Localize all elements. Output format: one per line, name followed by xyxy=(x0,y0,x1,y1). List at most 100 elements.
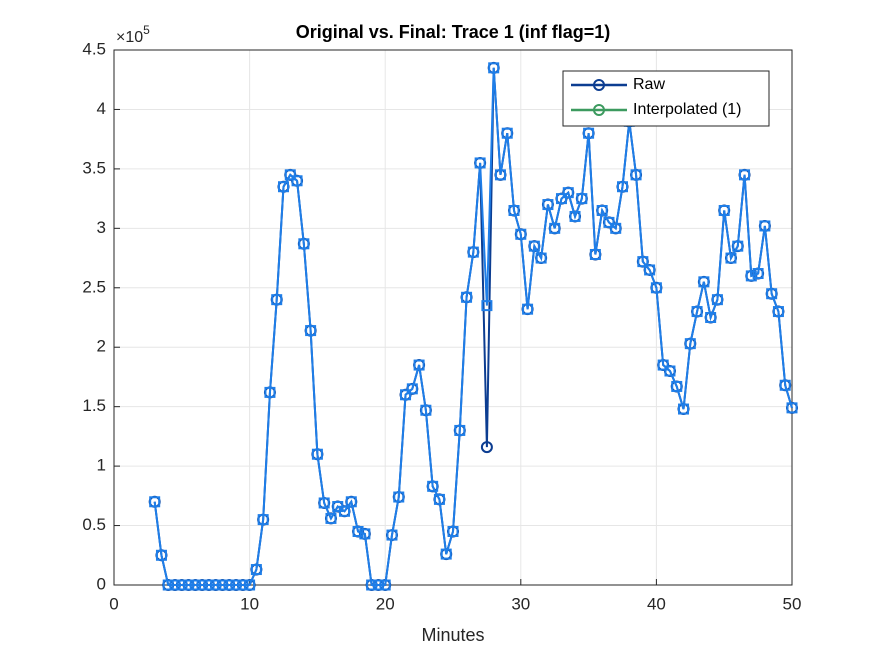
marker xyxy=(257,514,269,526)
marker xyxy=(413,359,425,371)
x-tick-label: 0 xyxy=(109,594,118,613)
marker xyxy=(196,579,208,591)
marker xyxy=(508,205,520,216)
marker xyxy=(393,491,405,503)
marker xyxy=(339,505,351,517)
marker xyxy=(189,579,201,591)
marker xyxy=(440,548,452,560)
marker xyxy=(589,248,601,260)
marker xyxy=(250,564,262,576)
marker xyxy=(325,512,337,524)
y-multiplier-base: ×10 xyxy=(116,29,143,46)
marker xyxy=(583,127,595,139)
marker xyxy=(528,240,540,252)
marker xyxy=(711,294,723,306)
marker xyxy=(718,205,730,216)
marker xyxy=(678,403,690,415)
marker xyxy=(779,379,791,391)
marker xyxy=(386,529,398,541)
marker xyxy=(291,175,303,187)
marker xyxy=(617,181,628,193)
marker xyxy=(698,276,710,288)
marker xyxy=(155,549,167,561)
chart-title: Original vs. Final: Trace 1 (inf flag=1) xyxy=(296,22,611,42)
marker xyxy=(311,448,323,460)
marker xyxy=(603,216,615,228)
marker xyxy=(298,238,310,250)
marker xyxy=(461,291,473,303)
marker xyxy=(596,205,608,216)
marker xyxy=(271,294,283,306)
marker xyxy=(372,579,384,591)
y-tick-label: 0 xyxy=(97,574,106,593)
marker xyxy=(352,526,364,537)
legend-label: Raw xyxy=(633,76,665,93)
marker xyxy=(359,528,371,540)
marker xyxy=(657,359,669,371)
marker xyxy=(210,579,222,591)
marker xyxy=(691,306,703,318)
marker xyxy=(345,496,357,508)
x-tick-label: 40 xyxy=(647,594,666,613)
marker xyxy=(562,187,574,199)
marker xyxy=(318,497,330,509)
marker xyxy=(433,493,445,505)
marker xyxy=(216,579,228,591)
marker xyxy=(230,579,242,591)
y-tick-label: 3.5 xyxy=(82,158,106,177)
marker xyxy=(555,193,567,205)
legend-label: Interpolated (1) xyxy=(633,101,742,118)
y-multiplier: ×105 xyxy=(116,23,150,46)
y-tick-label: 4.5 xyxy=(82,39,106,58)
marker xyxy=(535,252,547,264)
y-tick-label: 4 xyxy=(97,99,106,118)
marker xyxy=(169,579,181,591)
marker xyxy=(725,252,737,264)
marker xyxy=(664,365,676,377)
marker xyxy=(467,246,479,258)
y-multiplier-exponent: 5 xyxy=(143,23,150,37)
x-tick-label: 20 xyxy=(376,594,395,613)
marker xyxy=(264,386,276,398)
marker xyxy=(149,496,161,508)
marker xyxy=(671,380,683,392)
marker xyxy=(752,268,764,280)
marker xyxy=(183,579,195,591)
y-tick-label: 3 xyxy=(97,218,106,237)
marker xyxy=(593,79,605,91)
marker xyxy=(739,169,751,181)
marker xyxy=(454,424,466,436)
marker xyxy=(244,579,256,591)
marker xyxy=(427,480,439,492)
marker xyxy=(705,312,717,323)
marker xyxy=(501,127,513,139)
marker xyxy=(650,282,662,294)
plot-frame xyxy=(113,49,793,586)
marker xyxy=(542,199,554,211)
marker xyxy=(549,222,561,234)
marker xyxy=(772,306,784,318)
marker xyxy=(278,181,289,193)
marker xyxy=(366,579,378,591)
marker xyxy=(576,193,588,205)
marker xyxy=(305,325,317,337)
marker xyxy=(481,300,493,312)
marker xyxy=(237,579,249,591)
y-tick-label: 1 xyxy=(97,456,106,475)
legend: Raw Interpolated (1) xyxy=(562,70,770,127)
marker xyxy=(203,579,215,591)
marker xyxy=(732,240,744,252)
marker xyxy=(406,383,418,395)
marker xyxy=(593,104,605,116)
marker xyxy=(637,256,649,268)
marker xyxy=(480,441,493,454)
marker xyxy=(488,62,500,74)
marker xyxy=(176,579,188,591)
y-tick-label: 2.5 xyxy=(82,277,106,296)
marker xyxy=(745,270,757,282)
marker xyxy=(162,579,174,591)
marker xyxy=(786,402,798,414)
marker xyxy=(515,228,527,240)
